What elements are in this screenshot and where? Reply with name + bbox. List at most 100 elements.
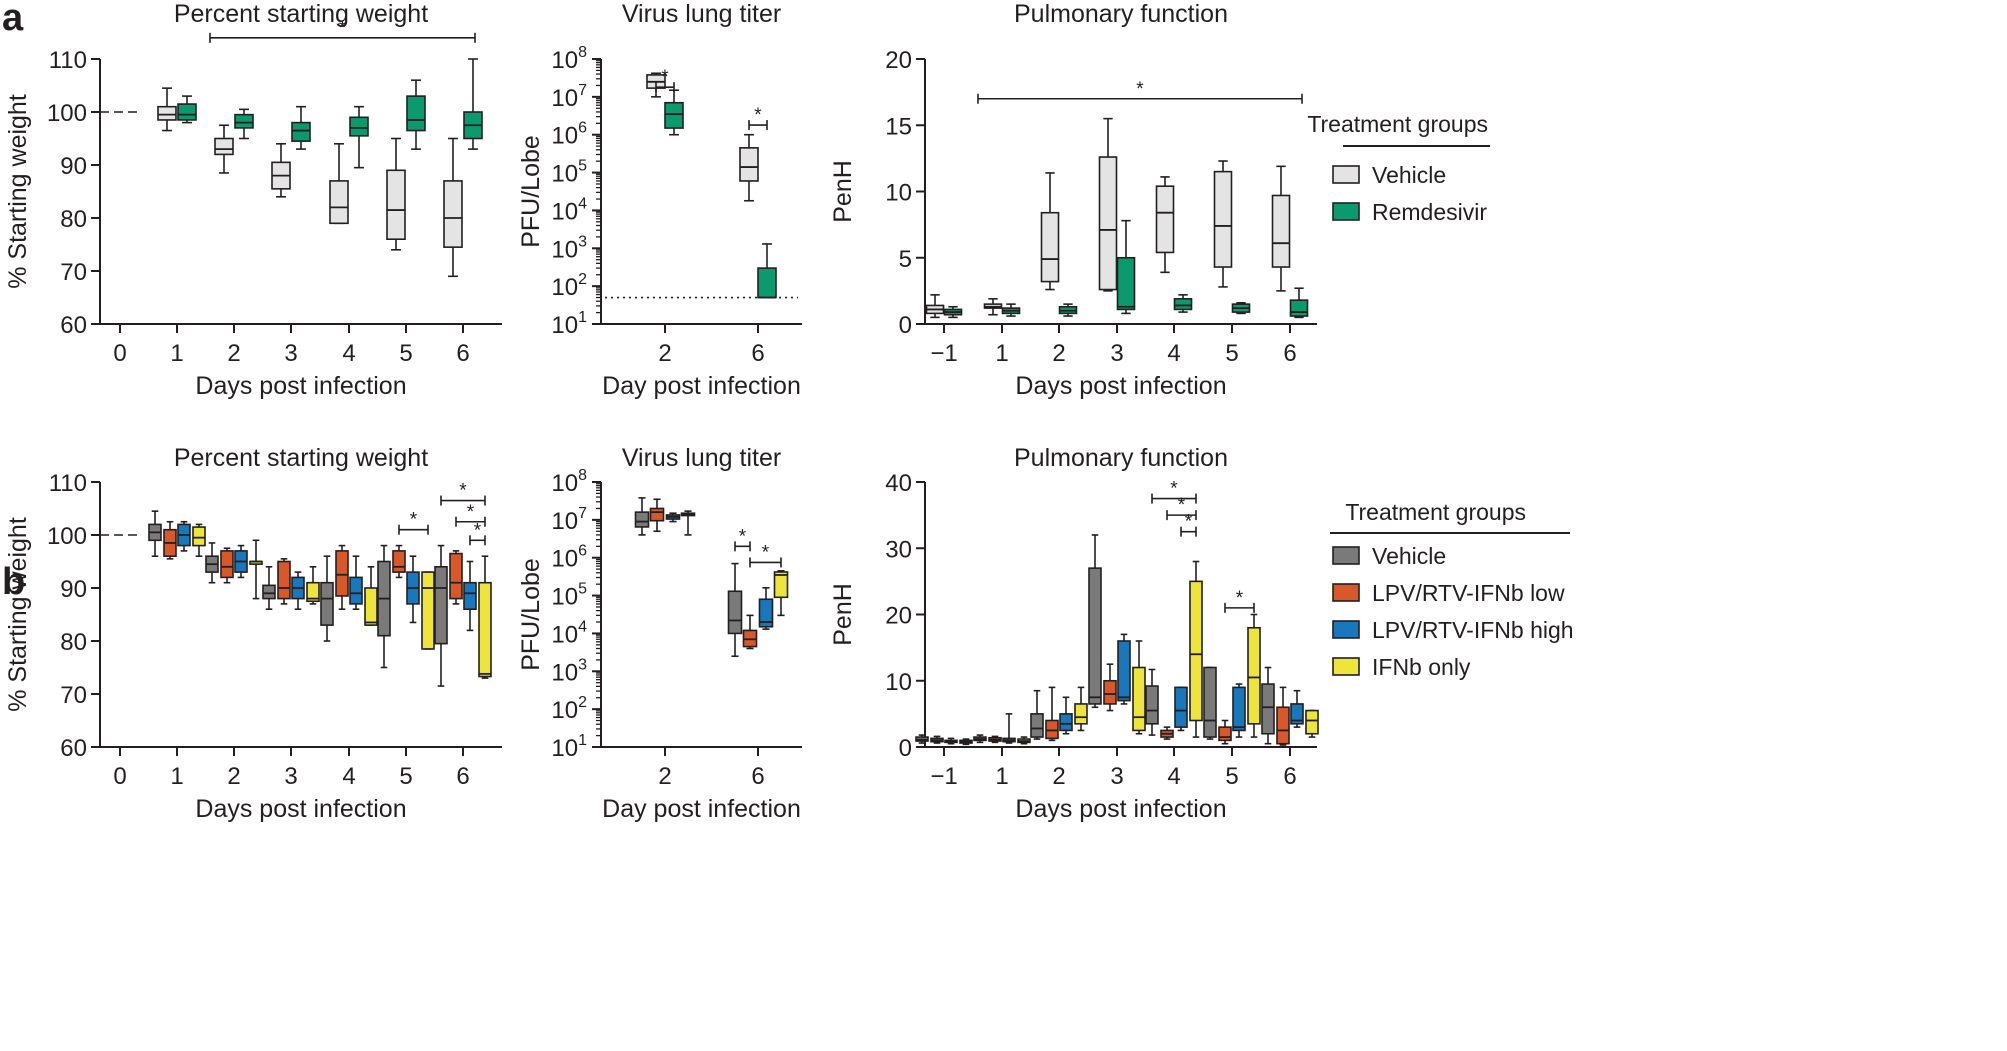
box-body	[739, 147, 759, 182]
box-ifnb-only-day-1	[1017, 736, 1031, 745]
box-body	[1290, 703, 1304, 725]
legend-item: IFNb only	[1332, 654, 1471, 680]
box-lpv-rtv-ifnb-low-day-3	[277, 558, 291, 605]
significance-bracket: *	[440, 481, 486, 506]
box-body	[1155, 185, 1175, 254]
box-body	[214, 137, 234, 156]
box-body	[649, 507, 665, 522]
box-body	[306, 581, 320, 603]
x-tick-label: 4	[1167, 763, 1180, 790]
box-body	[1276, 706, 1290, 745]
box-body	[478, 581, 492, 678]
box-body	[1305, 709, 1319, 735]
box-body	[443, 180, 463, 248]
chart-a-titer: Virus lung titer101102103104105106107108…	[517, 0, 802, 400]
x-tick-label: 2	[658, 763, 671, 790]
y-axis-label: PenH	[829, 160, 857, 223]
box-body	[1289, 299, 1309, 317]
legend-swatch	[1332, 165, 1360, 184]
y-tick-label: 103	[551, 233, 587, 263]
tick-exponent: 3	[578, 233, 587, 250]
box-lpv-rtv-ifnb-low-day-4	[1160, 726, 1174, 740]
box-body	[1040, 211, 1060, 283]
box-lpv-rtv-ifnb-high-day-3	[291, 571, 305, 611]
tick-exponent: 6	[578, 543, 587, 560]
tick-base: 10	[551, 123, 578, 150]
significance-bracket: *	[1180, 512, 1197, 537]
box-lpv-rtv-ifnb-high-day-6	[463, 560, 477, 632]
box-lpv-rtv-ifnb-high-day-2	[1059, 696, 1073, 735]
box-vehicle-day-3	[1098, 117, 1118, 292]
significance-star: *	[661, 67, 669, 88]
box-remdesivir-day-3	[1116, 219, 1136, 315]
box-vehicle-day-6	[443, 137, 463, 278]
significance-bracket: *	[1166, 495, 1197, 521]
x-tick-label: 3	[284, 340, 297, 367]
x-tick-label: −1	[930, 340, 957, 367]
box-vehicle-day-4	[1155, 176, 1175, 274]
legend-title: Treatment groups	[1307, 111, 1488, 137]
box-lpv-rtv-ifnb-low-day-2	[1045, 686, 1059, 742]
x-tick-label: 2	[227, 340, 240, 367]
box-vehicle-day-−1	[925, 294, 945, 319]
chart-title: Pulmonary function	[1014, 444, 1228, 472]
x-tick-label: 6	[456, 763, 469, 790]
x-axis-label: Days post infection	[195, 795, 406, 823]
tick-exponent: 6	[578, 120, 587, 137]
box-lpv-rtv-ifnb-high-day-6	[758, 587, 774, 630]
y-tick-label: 103	[551, 656, 587, 686]
x-axis-label: Day post infection	[602, 795, 801, 823]
box-vehicle-day-2	[634, 497, 650, 536]
x-axis-label: Days post infection	[1015, 372, 1226, 400]
box-vehicle-day-1	[157, 87, 177, 132]
significance-star: *	[474, 520, 482, 541]
box-remdesivir-day-2	[234, 108, 254, 140]
legend-swatch	[1332, 546, 1360, 565]
y-tick-label: 110	[49, 470, 87, 497]
tick-base: 10	[551, 546, 578, 573]
significance-bracket: *	[748, 105, 768, 131]
x-tick-label: 1	[170, 340, 183, 367]
y-tick-label: 15	[885, 113, 912, 140]
box-ifnb-only-day-3	[1132, 640, 1146, 735]
y-tick-label: 101	[551, 309, 587, 339]
box-body	[1098, 156, 1118, 291]
box-body	[1074, 703, 1088, 725]
box-lpv-rtv-ifnb-high-day-6	[1290, 689, 1304, 728]
legend-swatch	[1332, 620, 1360, 639]
box-lpv-rtv-ifnb-low-day-5	[1218, 719, 1232, 745]
legend-swatch	[1332, 583, 1360, 602]
box-remdesivir-day-6	[1289, 287, 1309, 319]
tick-base: 10	[551, 621, 578, 648]
box-body	[1218, 726, 1232, 742]
legend-item: Remdesivir	[1332, 199, 1487, 225]
box-body	[1030, 713, 1044, 738]
box-remdesivir-day-4	[1173, 294, 1193, 313]
box-ifnb-only-day-2	[1074, 686, 1088, 732]
x-tick-label: 6	[751, 340, 764, 367]
box-vehicle-day-2	[646, 72, 666, 98]
x-tick-label: 5	[399, 340, 412, 367]
box-body	[157, 105, 177, 121]
box-vehicle-day-−1	[915, 734, 929, 744]
y-tick-label: 104	[551, 195, 587, 225]
y-tick-label: 90	[60, 576, 87, 603]
box-remdesivir-day-1	[1001, 303, 1021, 317]
y-tick-label: 102	[551, 271, 587, 301]
box-ifnb-only-day-4	[1189, 560, 1203, 738]
y-tick-label: 106	[551, 120, 587, 150]
y-tick-label: 10	[885, 669, 912, 696]
box-body	[1117, 640, 1131, 702]
tick-exponent: 1	[578, 309, 587, 326]
x-axis-label: Days post infection	[195, 372, 406, 400]
y-axis-label: PFU/Lobe	[517, 135, 545, 248]
box-remdesivir-day-2	[664, 89, 684, 136]
box-lpv-rtv-ifnb-high-day-2	[665, 512, 681, 523]
box-body	[234, 113, 254, 129]
chart-title: Percent starting weight	[174, 444, 428, 472]
box-vehicle-day-6	[1261, 666, 1275, 745]
tick-exponent: 4	[578, 195, 587, 212]
y-tick-label: 40	[885, 470, 912, 497]
box-ifnb-only-day-2	[680, 510, 696, 536]
